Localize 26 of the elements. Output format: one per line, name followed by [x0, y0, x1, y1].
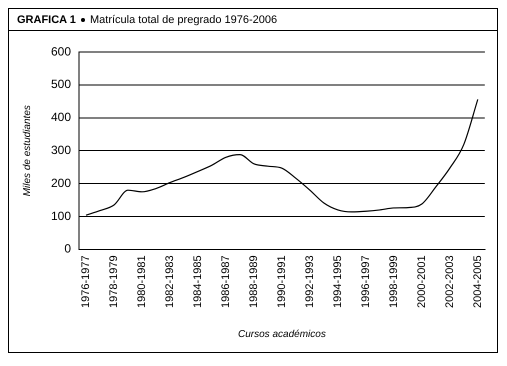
x-tick-label: 1986-1987 [220, 255, 232, 308]
x-tick-label: 2004-2005 [472, 255, 484, 308]
x-tick-label: 2000-2001 [416, 255, 428, 308]
y-tick-label: 400 [50, 110, 72, 124]
x-tick-label: 1992-1993 [304, 255, 316, 308]
y-tick-label: 200 [50, 176, 72, 190]
y-tick-label: 600 [50, 44, 72, 58]
x-tick-label: 1994-1995 [332, 255, 344, 308]
chart-subtitle: Matrícula total de pregrado 1976-2006 [90, 14, 278, 26]
x-tick-label: 1996-1997 [360, 255, 372, 308]
x-tick-label: 1990-1991 [276, 255, 288, 308]
x-tick-label: 1978-1979 [108, 255, 120, 308]
y-tick-label: 500 [50, 77, 72, 92]
x-tick-label: 2002-2003 [444, 255, 456, 308]
y-tick-label: 300 [50, 143, 72, 158]
y-tick-label: 0 [64, 242, 72, 256]
x-tick-label: 1984-1985 [192, 255, 204, 308]
x-axis-title: Cursos académicos [238, 328, 326, 340]
x-tick-label: 1980-1981 [136, 255, 148, 308]
x-tick-label: 1998-1999 [388, 255, 400, 308]
x-tick-label: 1988-1989 [248, 255, 260, 308]
x-tick-label: 1982-1983 [164, 255, 176, 308]
x-tick-label: 1976-1977 [80, 255, 92, 308]
y-tick-label: 100 [50, 208, 72, 223]
y-axis-title: Miles de estudiantes [22, 105, 33, 196]
chart-title: GRAFICA 1 [17, 14, 76, 26]
